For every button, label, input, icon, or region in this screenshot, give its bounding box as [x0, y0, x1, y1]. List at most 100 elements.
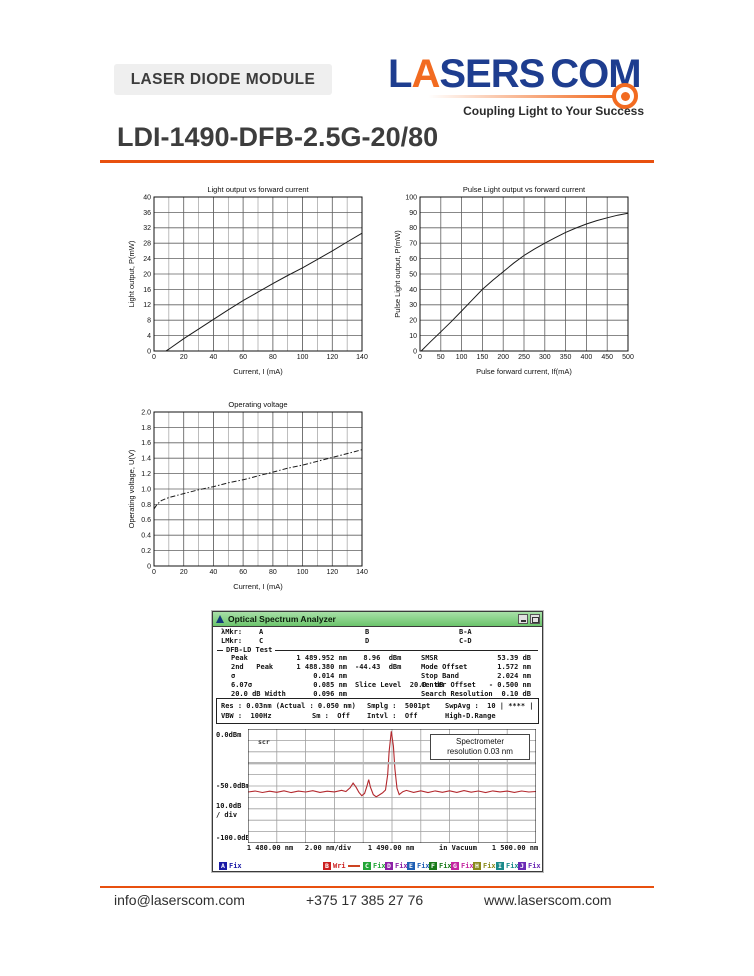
- svg-text:Current, I (mA): Current, I (mA): [233, 582, 283, 591]
- trace-d-button: D Fix: [385, 857, 408, 875]
- trace-a-button: A Fix: [219, 857, 242, 875]
- svg-text:20: 20: [409, 318, 417, 325]
- svg-text:0.2: 0.2: [141, 548, 151, 555]
- svg-text:1.2: 1.2: [141, 471, 151, 478]
- svg-text:60: 60: [239, 354, 247, 361]
- sampling-setting: Smplg : 5001pt: [367, 702, 431, 710]
- light-output-chart: 0 20 40 60 80 100 120 140 0 4 8 12 16 20 24 28 32 36 40 Lig…: [127, 183, 373, 377]
- svg-text:10: 10: [409, 333, 417, 340]
- osa-settings-box: Res : 0.03nm (Actual : 0.050 nm) Smplg :…: [216, 698, 539, 724]
- trace-letter-chip: B: [323, 861, 331, 870]
- svg-text:100: 100: [297, 569, 309, 576]
- trace-letter-chip: E: [407, 861, 415, 870]
- svg-text:50: 50: [409, 271, 417, 278]
- svg-text:450: 450: [601, 354, 613, 361]
- trace-state-label: Fix: [461, 861, 474, 870]
- product-title: LDI-1490-DFB-2.5G-20/80: [117, 122, 439, 152]
- meas-value: 2.024 nm: [497, 672, 531, 680]
- footer-divider: [100, 886, 654, 888]
- svg-text:Operating voltage: Operating voltage: [228, 400, 287, 409]
- pulse-light-output-chart: 0 50 100 150 200 250 300 350 400 450 500 0 10 20 30 40 5…: [393, 183, 641, 377]
- meas-label: Mode Offset: [421, 663, 468, 671]
- svg-text:50: 50: [437, 354, 445, 361]
- svg-text:0: 0: [413, 348, 417, 355]
- section-line-left: [217, 649, 223, 651]
- minimize-button: [518, 614, 528, 624]
- x-axis-label-1480nm: 1 480.00 nm: [246, 844, 294, 852]
- trace-letter-chip: J: [518, 861, 526, 870]
- svg-text:40: 40: [210, 569, 218, 576]
- res-setting: Res : 0.03nm (Actual : 0.050 nm): [221, 702, 356, 710]
- logo-letter-l: L: [388, 52, 412, 96]
- svg-text:1.6: 1.6: [141, 440, 151, 447]
- osa-measurements: Peak 1 489.952 nm 8.96 dBm 2nd Peak 1 488.3…: [213, 654, 542, 698]
- svg-text:1.8: 1.8: [141, 425, 151, 432]
- level-marker-d: D: [365, 637, 370, 645]
- svg-text:0: 0: [418, 354, 422, 361]
- level-marker-label: LMkr:: [221, 637, 243, 645]
- svg-text:Pulse Light output, P(mW): Pulse Light output, P(mW): [393, 230, 402, 318]
- svg-text:20: 20: [180, 354, 188, 361]
- trace-j-button: J Fix: [518, 857, 541, 875]
- svg-text:8: 8: [147, 318, 151, 325]
- y-axis-label-0dbm: 0.0dBm: [216, 731, 242, 739]
- svg-text:Current, I (mA): Current, I (mA): [233, 367, 283, 376]
- x-axis-scale-label: 2.00 nm/div: [304, 844, 352, 852]
- lambda-marker-b: B: [365, 628, 370, 636]
- trace-state-label: Fix: [528, 861, 541, 870]
- svg-text:1.0: 1.0: [141, 486, 151, 493]
- svg-text:60: 60: [239, 569, 247, 576]
- x-axis-label-1490nm: 1 490.00 nm: [367, 844, 415, 852]
- trace-state-label: Fix: [395, 861, 408, 870]
- meas-level-value: 8.96 dBm: [355, 654, 402, 662]
- svg-text:1.4: 1.4: [141, 456, 151, 463]
- dynamic-range-setting: High-D.Range: [445, 712, 496, 720]
- trace-state-label: Fix: [229, 861, 242, 870]
- x-axis-label-1500nm: 1 500.00 nm: [491, 844, 539, 852]
- trace-state-label: Fix: [439, 861, 452, 870]
- level-marker-diff: C-D: [459, 637, 472, 645]
- svg-text:12: 12: [143, 302, 151, 309]
- trace-i-button: I Fix: [496, 857, 519, 875]
- svg-text:24: 24: [143, 256, 151, 263]
- svg-text:0: 0: [147, 348, 151, 355]
- interval-setting: Intvl : Off: [367, 712, 418, 720]
- spectrum-trace-svg: [247, 728, 537, 844]
- operating-voltage-chart: 0 20 40 60 80 100 120 140 0 0.2 0.4 0.6 0.8 1.0 1.2 1.4…: [127, 398, 373, 592]
- svg-text:0.4: 0.4: [141, 533, 151, 540]
- trace-letter-chip: D: [385, 861, 393, 870]
- trace-state-label: Fix: [373, 861, 386, 870]
- footer-phone: +375 17 385 27 76: [306, 892, 424, 908]
- svg-text:80: 80: [269, 569, 277, 576]
- lambda-marker-label: λMkr:: [221, 628, 243, 636]
- meas-value: 0.10 dB: [501, 690, 531, 698]
- svg-text:20: 20: [143, 271, 151, 278]
- resolution-annotation: Spectrometer resolution 0.03 nm: [430, 734, 530, 760]
- svg-text:120: 120: [326, 354, 338, 361]
- trace-state-label: Wri: [333, 861, 346, 870]
- meas-value: 1.572 nm: [497, 663, 531, 671]
- annotation-line-2: resolution 0.03 nm: [447, 747, 513, 756]
- svg-text:120: 120: [326, 569, 338, 576]
- svg-text:20: 20: [180, 569, 188, 576]
- vbw-setting: VBW : 100Hz: [221, 712, 272, 720]
- trace-state-label: Fix: [506, 861, 519, 870]
- svg-text:400: 400: [581, 354, 593, 361]
- lambda-marker-diff: B-A: [459, 628, 472, 636]
- meas-label: Stop Band: [421, 672, 459, 680]
- trace-g-button: G Fix: [451, 857, 474, 875]
- meas-wavelength-value: 1 488.380 nm: [296, 663, 347, 671]
- trace-letter-chip: I: [496, 861, 504, 870]
- svg-text:100: 100: [297, 354, 309, 361]
- meas-label: 6.07σ: [231, 681, 253, 689]
- trace-letter-chip: G: [451, 861, 459, 870]
- lambda-marker-a: A: [259, 628, 264, 636]
- meas-value: - 0.500 nm: [488, 681, 531, 689]
- osa-section-header: DFB-LD Test: [217, 646, 538, 654]
- meas-label: SMSR: [421, 654, 438, 662]
- meas-wavelength-value: 0.085 nm: [313, 681, 347, 689]
- meas-level-value: Slice Level 20.0 dB: [355, 681, 444, 689]
- laserscom-logo: LASERS COM Coupling Light to Your Success: [388, 54, 654, 120]
- svg-text:16: 16: [143, 287, 151, 294]
- title-divider: [100, 160, 654, 163]
